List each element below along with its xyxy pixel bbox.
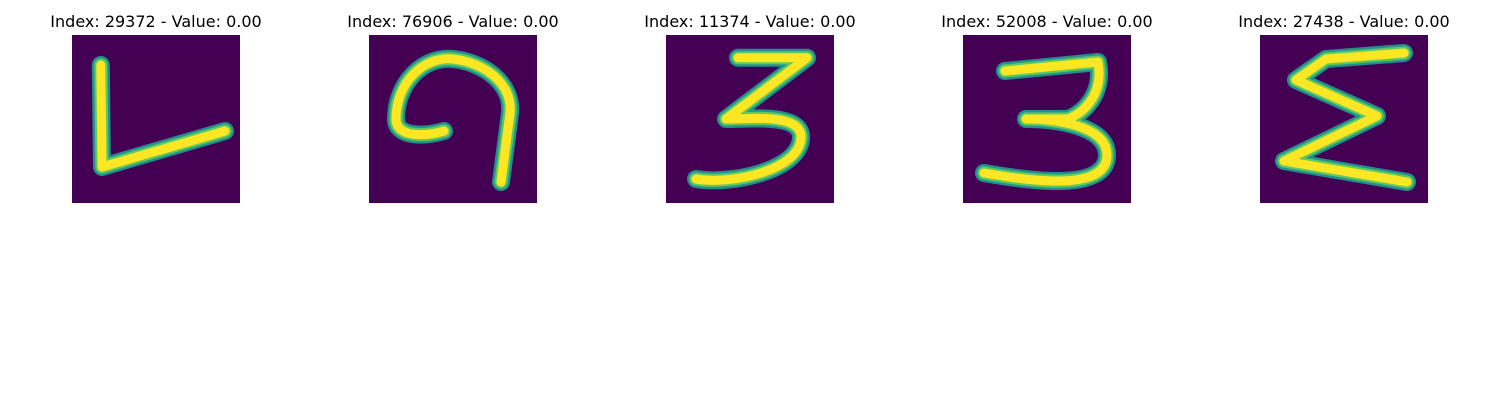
digit-stroke-path xyxy=(1279,48,1412,187)
digit-image xyxy=(72,35,240,203)
digit-stroke xyxy=(687,48,816,190)
digit-stroke xyxy=(387,49,520,191)
panel-title: Index: 52008 - Value: 0.00 xyxy=(941,12,1153,31)
digit-image xyxy=(963,35,1131,203)
panel-title: Index: 76906 - Value: 0.00 xyxy=(347,12,559,31)
image-panel-3: Index: 11374 - Value: 0.00 xyxy=(630,0,870,210)
image-panel-4: Index: 52008 - Value: 0.00 xyxy=(927,0,1167,210)
digit-stroke-path xyxy=(391,54,515,187)
digit-stroke xyxy=(91,56,234,176)
digit-stroke xyxy=(975,53,1116,191)
image-panel-2: Index: 76906 - Value: 0.00 xyxy=(333,0,573,210)
digit-stroke-path xyxy=(979,57,1112,186)
panel-title: Index: 27438 - Value: 0.00 xyxy=(1238,12,1450,31)
image-panel-1: Index: 29372 - Value: 0.00 xyxy=(36,0,276,210)
digit-stroke-path xyxy=(96,60,230,172)
digit-image xyxy=(666,35,834,203)
digit-stroke-path xyxy=(691,53,812,185)
digit-image xyxy=(369,35,537,203)
digit-stroke xyxy=(1275,44,1416,191)
image-panel-5: Index: 27438 - Value: 0.00 xyxy=(1224,0,1464,210)
digit-image xyxy=(1260,35,1428,203)
panel-title: Index: 11374 - Value: 0.00 xyxy=(644,12,856,31)
panel-title: Index: 29372 - Value: 0.00 xyxy=(50,12,262,31)
